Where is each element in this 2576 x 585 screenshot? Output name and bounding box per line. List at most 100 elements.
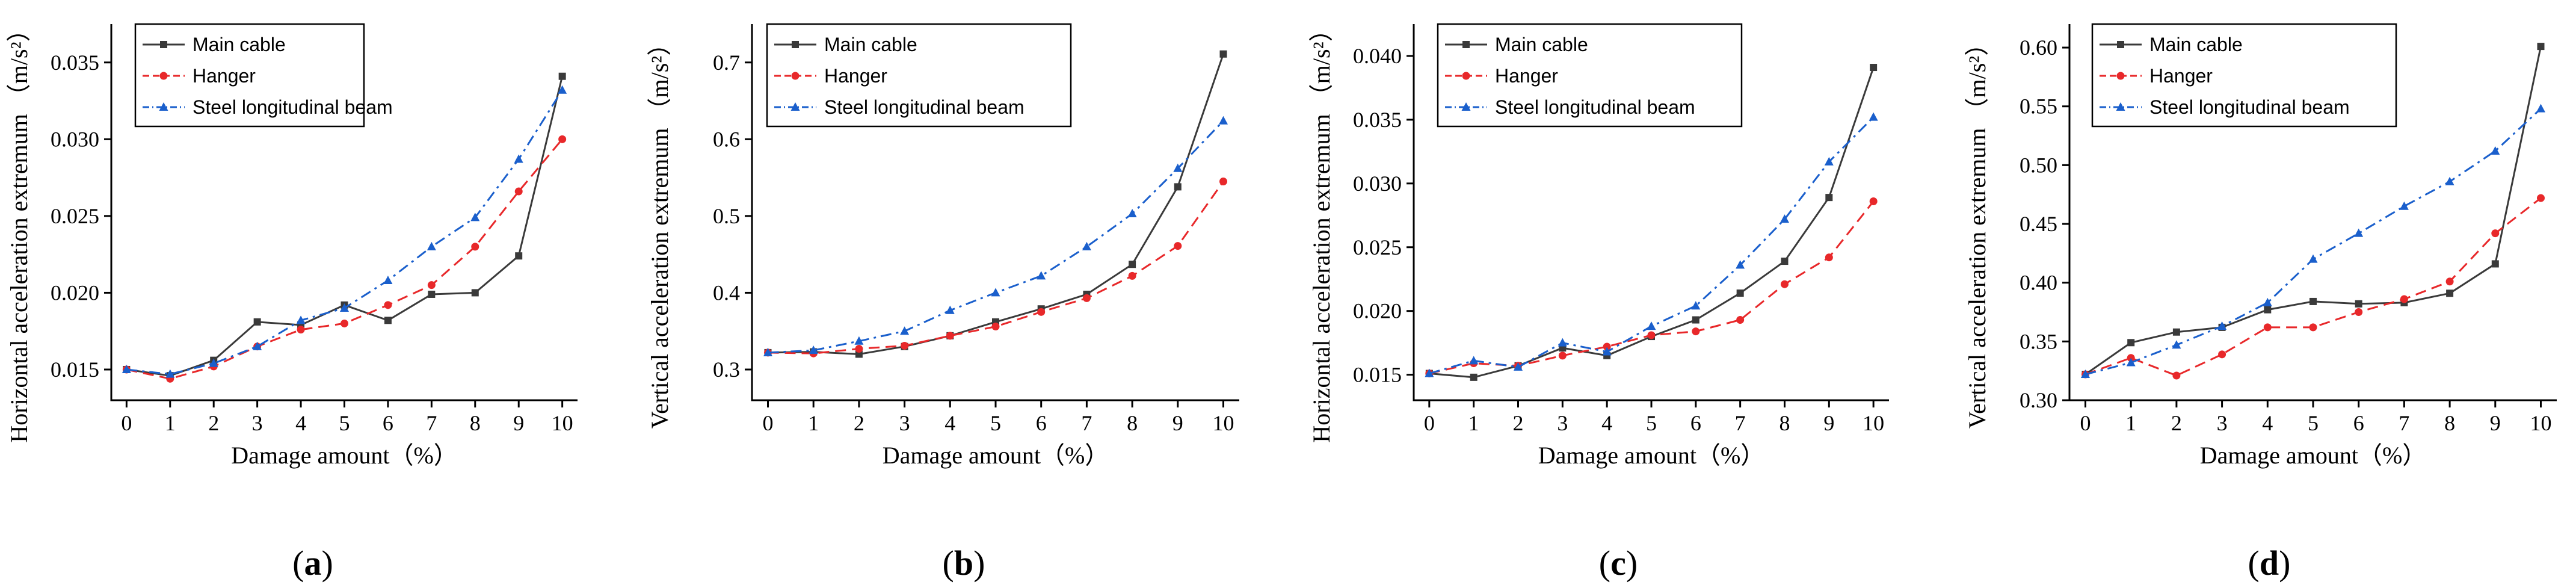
data-point bbox=[1037, 308, 1046, 316]
x-tick-label: 8 bbox=[1127, 411, 1138, 435]
axis-frame bbox=[110, 24, 578, 401]
data-point bbox=[2445, 176, 2454, 185]
legend: Main cable Hanger Steel longitudinal beam bbox=[2091, 23, 2397, 128]
chart-panel-b: 0 1 2 3 4 5 6 7 8 9 10 0.3 0.4 0.5 0.6 0.7 Damage amount… bbox=[646, 23, 1239, 583]
data-point bbox=[427, 241, 436, 250]
legend-marker bbox=[790, 102, 800, 111]
x-tick-label: 8 bbox=[1779, 411, 1790, 435]
series-line bbox=[768, 181, 1224, 354]
chart-panel-c: 0 1 2 3 4 5 6 7 8 9 10 0.015 0.020 0.025 0.030 0.035 0.0… bbox=[1308, 17, 1889, 583]
data-point bbox=[854, 336, 864, 345]
data-point bbox=[1514, 362, 1523, 371]
legend-box bbox=[2091, 23, 2397, 128]
legend-label: Hanger bbox=[193, 65, 256, 87]
data-point bbox=[1082, 241, 1091, 250]
series-line bbox=[2085, 108, 2542, 376]
legend-marker bbox=[2116, 102, 2125, 111]
data-point bbox=[2172, 371, 2181, 380]
data-point bbox=[427, 281, 436, 289]
data-point bbox=[470, 212, 480, 221]
legend-box bbox=[134, 23, 365, 128]
data-point bbox=[2537, 194, 2545, 202]
data-point bbox=[2537, 43, 2545, 51]
data-point bbox=[945, 305, 955, 314]
x-axis-title: Damage amount（%） bbox=[1538, 442, 1765, 469]
x-tick-label: 4 bbox=[1601, 411, 1612, 435]
y-tick-label: 0.035 bbox=[51, 51, 99, 75]
data-point bbox=[1825, 253, 1833, 262]
legend-marker bbox=[160, 41, 167, 48]
data-point bbox=[384, 301, 392, 309]
legend-marker bbox=[2117, 41, 2124, 48]
x-tick-label: 1 bbox=[808, 411, 819, 435]
x-tick-label: 2 bbox=[1513, 411, 1524, 435]
data-point bbox=[340, 303, 349, 312]
data-point bbox=[2491, 260, 2499, 268]
y-tick-label: 0.015 bbox=[1353, 363, 1402, 387]
legend-marker bbox=[791, 72, 800, 80]
legend-label: Steel longitudinal beam bbox=[824, 96, 1025, 118]
data-point bbox=[471, 289, 479, 297]
data-point bbox=[2080, 370, 2090, 379]
x-tick-label: 3 bbox=[1557, 411, 1568, 435]
y-tick-label: 0.020 bbox=[1353, 299, 1402, 323]
legend-marker bbox=[792, 41, 799, 48]
data-point bbox=[2446, 289, 2454, 297]
data-point bbox=[2172, 340, 2181, 349]
y-tick-label: 0.50 bbox=[2020, 153, 2057, 177]
legend-marker bbox=[2116, 72, 2125, 80]
x-tick-label: 5 bbox=[1646, 411, 1657, 435]
data-point bbox=[1647, 331, 1656, 339]
x-tick-label: 7 bbox=[1081, 411, 1092, 435]
panel-label: (d) bbox=[2248, 543, 2291, 583]
data-point bbox=[946, 332, 954, 340]
data-point bbox=[122, 364, 131, 373]
data-point bbox=[901, 341, 909, 350]
data-point bbox=[1174, 242, 1182, 250]
series-line bbox=[768, 120, 1224, 354]
data-point bbox=[209, 358, 218, 367]
data-point bbox=[1219, 177, 1228, 185]
data-point bbox=[2309, 297, 2317, 305]
data-point bbox=[384, 317, 392, 324]
x-tick-label: 6 bbox=[383, 411, 393, 435]
data-point bbox=[1824, 156, 1834, 166]
data-point bbox=[2126, 358, 2136, 367]
legend-box bbox=[1437, 23, 1743, 128]
legend-label: Steel longitudinal beam bbox=[193, 96, 393, 118]
data-point bbox=[991, 288, 1000, 297]
legend-label: Main cable bbox=[193, 34, 286, 55]
legend-box bbox=[766, 23, 1072, 128]
x-tick-label: 3 bbox=[2217, 411, 2228, 435]
x-tick-label: 8 bbox=[470, 411, 481, 435]
x-tick-label: 6 bbox=[1036, 411, 1047, 435]
legend-marker bbox=[159, 102, 168, 111]
data-point bbox=[2172, 328, 2180, 336]
y-axis-title-text: Horizontal acceleration extremum bbox=[5, 108, 32, 442]
data-point bbox=[514, 154, 523, 163]
data-point bbox=[1603, 342, 1611, 351]
data-point bbox=[2263, 297, 2272, 306]
legend-label: Hanger bbox=[1495, 65, 1558, 87]
data-point bbox=[1869, 112, 1878, 121]
panel-label: (a) bbox=[292, 543, 333, 583]
x-tick-label: 10 bbox=[1213, 411, 1234, 435]
x-tick-label: 3 bbox=[899, 411, 910, 435]
data-point bbox=[900, 326, 910, 335]
y-axis-unit: （m/s²） bbox=[1308, 17, 1335, 108]
y-tick-label: 0.025 bbox=[51, 204, 99, 228]
chart-panel-d: 0 1 2 3 4 5 6 7 8 9 10 0.30 0.35 0.40 0.45 0.50 0.55 0.60… bbox=[1964, 23, 2557, 583]
x-tick-label: 9 bbox=[1823, 411, 1834, 435]
x-tick-label: 5 bbox=[2308, 411, 2319, 435]
data-point bbox=[1870, 64, 1878, 72]
x-tick-label: 6 bbox=[2353, 411, 2364, 435]
y-tick-label: 0.60 bbox=[2020, 36, 2057, 60]
axis-frame bbox=[751, 24, 1239, 401]
data-point bbox=[2355, 308, 2363, 317]
y-tick-label: 0.30 bbox=[2020, 388, 2057, 412]
data-point bbox=[558, 72, 566, 80]
data-point bbox=[2217, 321, 2227, 330]
axis-frame bbox=[1413, 24, 1889, 401]
data-point bbox=[855, 345, 863, 353]
y-tick-label: 0.5 bbox=[713, 204, 740, 228]
